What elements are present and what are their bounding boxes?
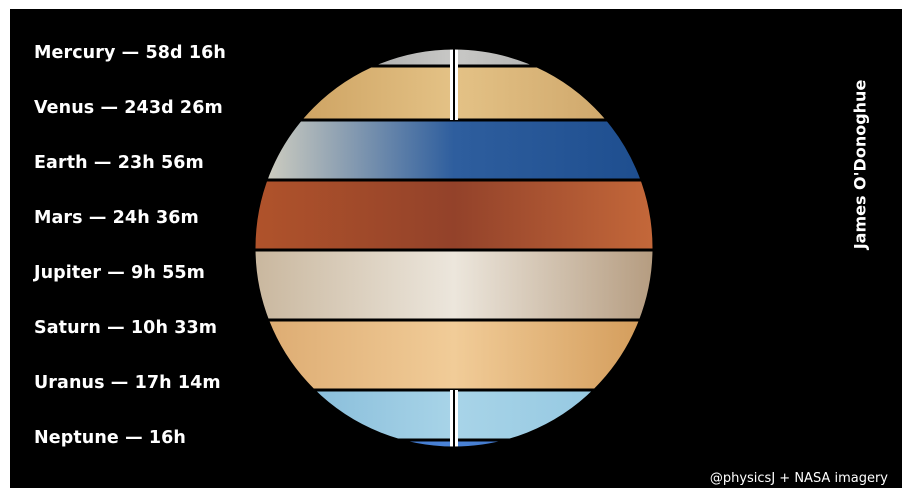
planet-band-saturn <box>255 320 653 390</box>
planet-label-mercury: Mercury — 58d 16h <box>34 43 226 63</box>
rotation-period-list: Mercury — 58d 16h Venus — 243d 26m Earth… <box>34 40 226 480</box>
rotation-marker-core <box>453 49 455 120</box>
rotation-marker-core <box>453 390 455 447</box>
planet-band-mars <box>255 180 653 250</box>
planet-band-jupiter <box>255 250 653 320</box>
planet-label-venus: Venus — 243d 26m <box>34 98 223 118</box>
band-separator <box>255 318 653 322</box>
planet-label-uranus: Uranus — 17h 14m <box>34 373 221 393</box>
planet-globe <box>254 48 654 448</box>
globe-outline <box>254 48 654 448</box>
planet-label-jupiter: Jupiter — 9h 55m <box>34 263 205 283</box>
author-credit-text: James O'Donoghue <box>850 79 870 249</box>
planet-label-earth: Earth — 23h 56m <box>34 153 204 173</box>
band-separator <box>255 178 653 182</box>
author-credit: James O'Donoghue <box>840 64 880 264</box>
planet-label-mars: Mars — 24h 36m <box>34 208 199 228</box>
band-separator <box>255 248 653 252</box>
planet-label-saturn: Saturn — 10h 33m <box>34 318 218 338</box>
source-credit: @physicsJ + NASA imagery <box>709 471 888 486</box>
planet-band-earth <box>255 120 653 180</box>
planet-label-neptune: Neptune — 16h <box>34 428 186 448</box>
video-frame: Mercury — 58d 16h Venus — 243d 26m Earth… <box>10 9 902 488</box>
